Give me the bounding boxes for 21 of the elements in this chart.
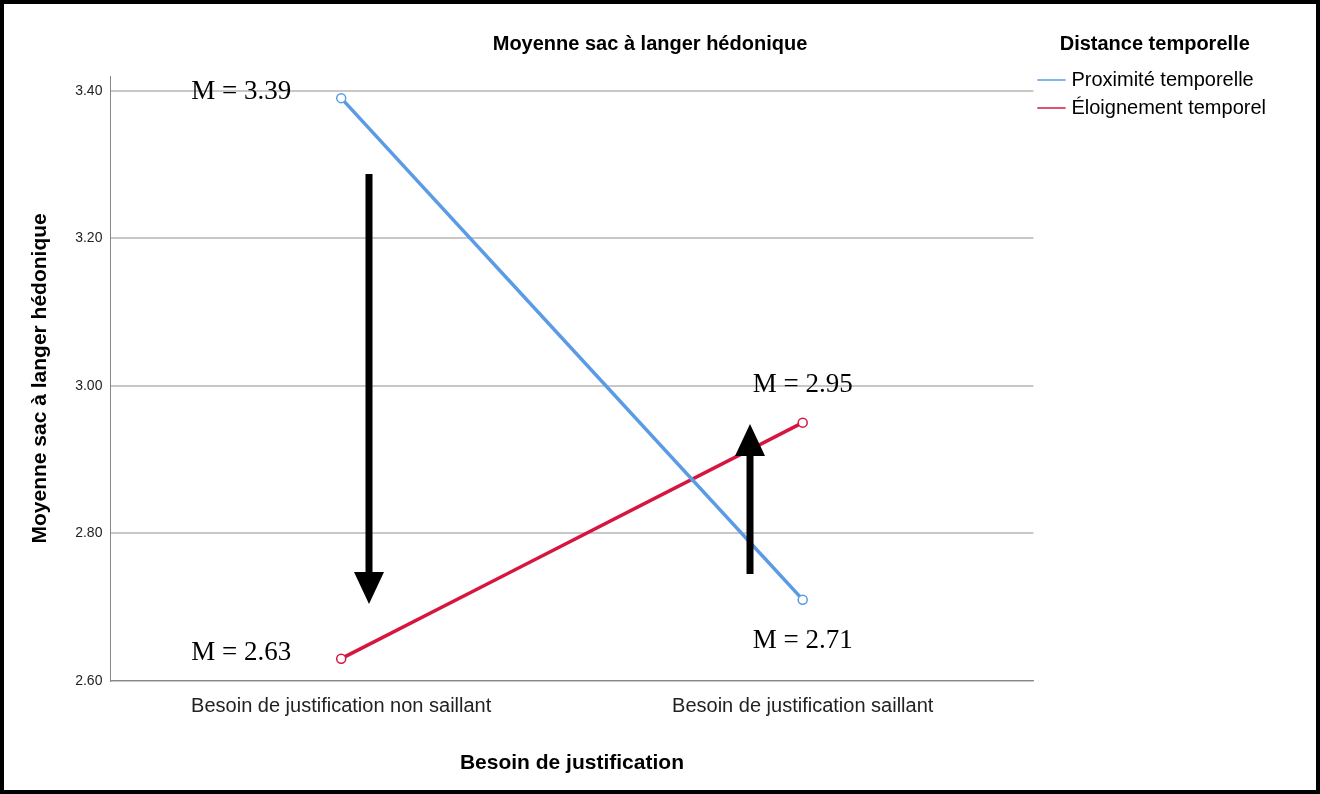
point	[797, 594, 808, 605]
x-tick-label: Besoin de justification non saillant	[191, 694, 492, 717]
point	[335, 653, 347, 664]
y-tick-label: 3.20	[75, 229, 103, 246]
data-label: M = 2.95	[752, 368, 853, 399]
y-tick-label: 3.00	[75, 376, 103, 393]
point	[797, 417, 808, 428]
x-axis-title: Besoin de justification	[459, 750, 684, 774]
data-label: M = 2.63	[191, 635, 292, 666]
y-tick-label: 2.60	[75, 671, 103, 688]
point	[335, 92, 347, 104]
y-axis-title: Moyenne sac à langer hédonique	[27, 213, 51, 544]
data-label: M = 3.39	[191, 75, 292, 106]
data-label: M = 2.71	[752, 624, 853, 655]
legend-label: Proximité temporelle	[1071, 67, 1254, 90]
x-tick-label: Besoin de justification saillant	[672, 694, 934, 717]
legend-label: Éloignement temporel	[1071, 95, 1267, 118]
y-tick-label: 2.80	[75, 524, 103, 541]
chart-title: Moyenne sac à langer hédonique	[492, 31, 808, 54]
y-tick-label: 3.40	[75, 81, 103, 98]
legend-title: Distance temporelle	[1059, 31, 1250, 54]
